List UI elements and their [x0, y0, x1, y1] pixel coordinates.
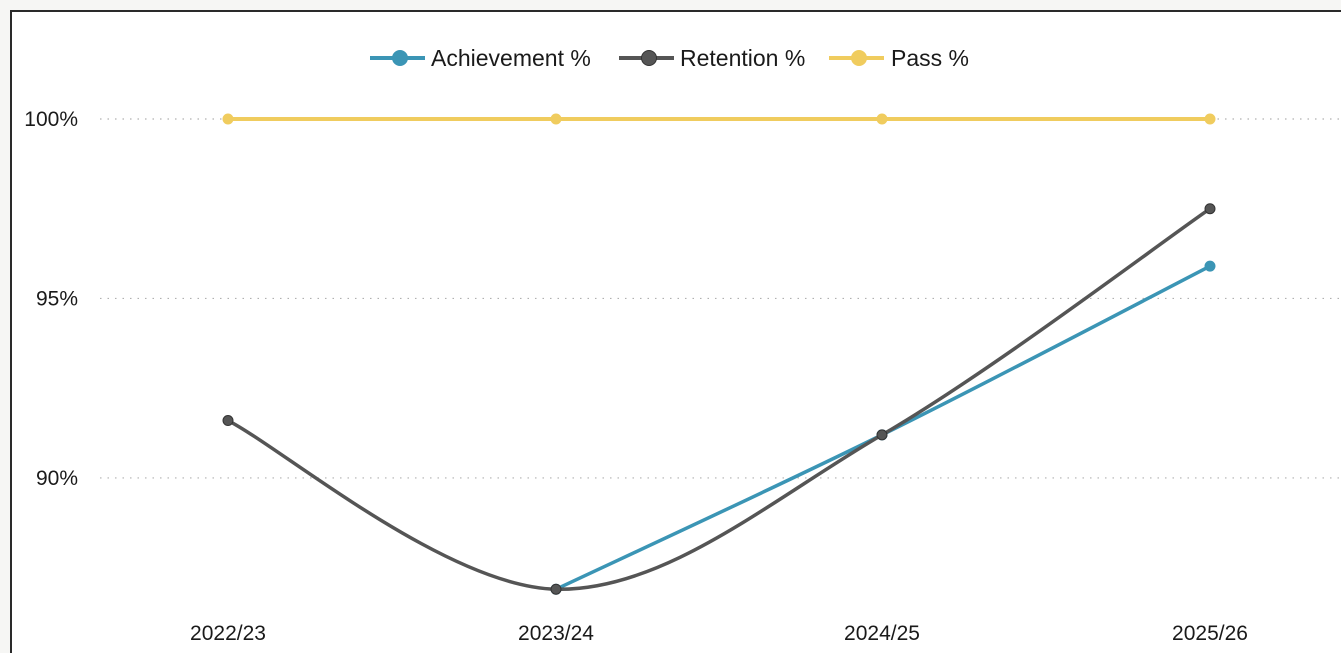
pass-point: [876, 113, 888, 125]
retention-point: [550, 583, 562, 595]
x-tick-label: 2022/23: [190, 622, 266, 645]
x-tick-label: 2024/25: [844, 622, 920, 645]
y-tick-label: 100%: [24, 108, 78, 131]
retention-line: [226, 206, 1212, 591]
legend-achievement-label: Achievement %: [431, 45, 591, 71]
pass-point: [1204, 113, 1216, 125]
x-tick-label: 2023/24: [518, 622, 594, 645]
retention-point: [1204, 203, 1216, 215]
series-lines: [222, 113, 1216, 595]
achievement-line: [554, 264, 1212, 591]
retention-point: [222, 415, 234, 427]
legend-pass-marker: [851, 50, 867, 66]
x-axis-ticks: 2022/23 2023/24 2024/25 2025/26: [190, 622, 1248, 645]
grid-lines: [100, 118, 1341, 479]
legend-achievement-marker: [392, 50, 408, 66]
retention-point: [876, 429, 888, 441]
x-tick-label: 2025/26: [1172, 622, 1248, 645]
pass-point: [550, 113, 562, 125]
legend: Achievement % Retention % Pass %: [370, 45, 969, 71]
y-axis-ticks: 90% 95% 100%: [24, 108, 78, 490]
legend-pass-label: Pass %: [891, 45, 969, 71]
pass-point: [222, 113, 234, 125]
achievement-point: [1204, 260, 1216, 272]
legend-retention-marker: [641, 50, 657, 66]
y-tick-label: 95%: [36, 287, 78, 310]
legend-retention-label: Retention %: [680, 45, 805, 71]
y-tick-label: 90%: [36, 467, 78, 490]
